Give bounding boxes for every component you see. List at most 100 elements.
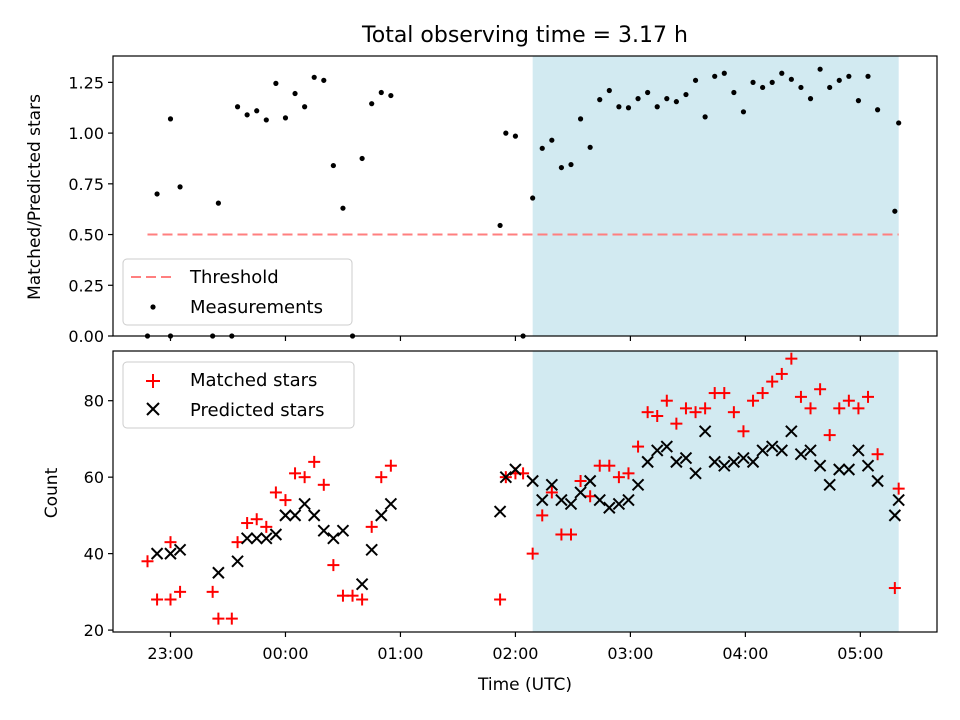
- x-tick-label: 23:00: [147, 644, 193, 663]
- matched-point: [327, 559, 340, 572]
- measurement-point: [254, 108, 260, 114]
- predicted-point: [670, 455, 683, 469]
- matched-point: [842, 394, 855, 407]
- matched-point: [641, 406, 654, 419]
- chart-title: Total observing time = 3.17 h: [361, 23, 688, 48]
- ratio-x-ticks: [169, 336, 861, 341]
- predicted-point: [622, 493, 635, 507]
- measurement-point: [865, 73, 871, 79]
- measurement-point: [215, 200, 221, 206]
- matched-point: [622, 467, 635, 480]
- predicted-point: [260, 532, 273, 545]
- predicted-point: [612, 497, 626, 511]
- predicted-point: [833, 463, 846, 476]
- ratio-y-axis-label: Matched/Predicted stars: [25, 94, 45, 300]
- matched-point: [862, 390, 875, 403]
- measurement-point: [340, 205, 346, 211]
- measurement-point: [369, 101, 375, 107]
- predicted-point: [718, 459, 731, 472]
- measurement-point: [503, 130, 509, 136]
- matched-point: [151, 593, 164, 606]
- matched-point: [871, 448, 884, 461]
- x-axis-label: Time (UTC): [477, 675, 572, 695]
- count-y-ticks: 20 40 60 80: [84, 392, 113, 640]
- predicted-point: [308, 509, 321, 522]
- measurement-point: [167, 116, 174, 122]
- matched-point: [612, 471, 625, 484]
- matched-point: [775, 367, 788, 380]
- matched-point: [164, 536, 177, 549]
- predicted-point: [698, 425, 712, 438]
- measurement-point: [896, 120, 902, 126]
- measurement-point: [683, 91, 689, 98]
- measurement-point: [587, 144, 593, 150]
- matched-point: [670, 417, 683, 430]
- predicted-point: [355, 578, 369, 591]
- matched-point: [250, 513, 263, 526]
- predicted-point: [727, 455, 741, 469]
- predicted-point: [384, 497, 398, 511]
- predicted-point: [746, 455, 760, 469]
- matched-point: [241, 517, 254, 530]
- matched-point: [289, 467, 302, 480]
- measurement-point: [645, 89, 651, 96]
- matched-point: [308, 455, 321, 468]
- predicted-point: [708, 455, 721, 469]
- measurement-point: [558, 164, 565, 171]
- ratio-points: [144, 66, 902, 339]
- measurement-point: [827, 84, 833, 91]
- predicted-point: [794, 448, 808, 461]
- measurement-point: [788, 76, 794, 82]
- ratio-y-tick-label: 0.50: [68, 226, 104, 245]
- predicted-point: [555, 493, 568, 507]
- measurement-point: [892, 208, 898, 214]
- predicted-point: [603, 501, 616, 514]
- matched-point: [679, 402, 692, 415]
- predicted-point: [892, 493, 905, 507]
- matched-point: [852, 402, 865, 415]
- matched-point: [574, 474, 587, 487]
- measurement-point: [712, 73, 718, 79]
- predicted-point: [173, 543, 187, 557]
- legend-measurements-label: Measurements: [190, 297, 323, 318]
- predicted-point: [593, 493, 606, 507]
- matched-point: [804, 402, 817, 415]
- measurement-point: [654, 104, 660, 110]
- predicted-point: [689, 467, 702, 480]
- predicted-point: [375, 509, 388, 522]
- measurement-point: [635, 96, 641, 102]
- measurement-point: [378, 89, 384, 96]
- predicted-point: [660, 440, 674, 453]
- matched-point: [892, 482, 905, 495]
- measurement-point: [177, 184, 183, 190]
- predicted-point: [765, 440, 779, 453]
- predicted-point: [574, 486, 587, 499]
- predicted-point: [679, 451, 693, 465]
- predicted-point: [317, 524, 330, 537]
- measurement-point: [798, 84, 804, 91]
- predicted-point: [298, 497, 311, 511]
- ratio-legend-box: [122, 258, 353, 326]
- matched-point: [536, 509, 549, 522]
- count-legend: Matched stars Predicted stars: [122, 361, 355, 429]
- predicted-point: [499, 470, 513, 484]
- predicted-point: [651, 444, 664, 457]
- ratio-axes-frame: [112, 55, 938, 337]
- measurement-point: [311, 74, 317, 80]
- measurement-point: [760, 84, 766, 91]
- predicted-point: [852, 444, 865, 457]
- matched-point: [794, 390, 807, 403]
- matched-point: [317, 478, 330, 491]
- predicted-point: [509, 463, 522, 476]
- count-y-tick-label: 20: [84, 621, 104, 640]
- predicted-point: [775, 444, 788, 457]
- predicted-point: [583, 474, 597, 488]
- predicted-point: [785, 425, 798, 438]
- matched-point: [346, 589, 359, 602]
- matched-point: [212, 612, 225, 625]
- measurement-point: [769, 79, 775, 85]
- measurement-point: [779, 70, 785, 76]
- matched-point: [225, 612, 238, 625]
- count-x-ticks: 23:00 00:00 01:00 02:00 03:00 04:00 05:00: [147, 632, 883, 663]
